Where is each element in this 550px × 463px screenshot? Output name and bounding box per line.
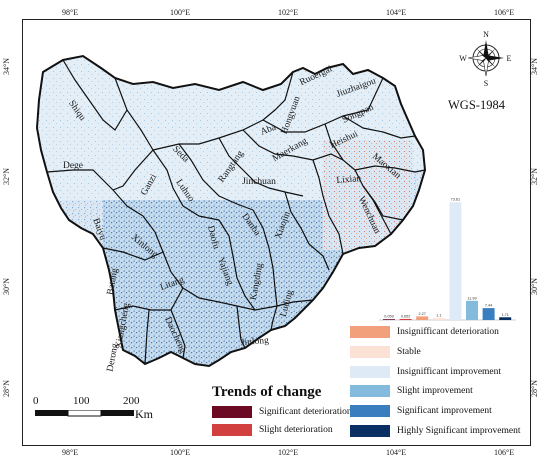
legend-label: Insignifficant improvement [397,367,502,377]
scale-tick-100: 100 [73,395,90,407]
bar-slight-improvement [466,300,478,320]
legend-item-significant-improvement: Significant improvement [350,404,492,418]
bar-insignifficant-improvement [449,202,462,320]
legend-label: Highly Significant improvement [397,426,521,436]
scale-unit-label: Km [135,407,153,421]
legend-item-slight-improvement: Slight improvement [350,384,473,398]
lat-tick-right: 30°N [529,278,539,295]
bar-significant-improvement [482,308,495,320]
bar-slight-deterioration [399,318,412,320]
region-label-jinchuan: Jinchuan [242,177,276,187]
lon-tick-bottom: 106°E [494,448,515,457]
legend-item-significant-deterioration: Significant deterioration [212,405,352,419]
lon-tick-bottom: 104°E [386,448,407,457]
legend-label: Insignifficant deterioration [397,327,499,337]
lat-tick-left: 34°N [1,58,11,75]
map-frame: Shiqu Ruoergai Jiuzhaigou Aba Hongyuan Songpa… [22,19,531,446]
bar-value-label: 1.71 [502,313,509,317]
inset-bar-chart: 0.059 0.652 2.27 1.1 73.61 11.99 7.44 1.71 [379,198,516,321]
county-boundaries [46,59,426,365]
lat-tick-left: 32°N [1,168,11,185]
lon-tick-top: 106°E [494,8,515,17]
lat-tick-left: 28°N [1,380,11,397]
legend-item-slight-deterioration: Slight deterioration [212,423,333,437]
compass-w-label: W [459,54,467,63]
compass-rose: N S E W [459,30,511,88]
bar-value-label: 2.27 [419,312,426,316]
scale-bar-graphic [35,410,134,417]
lon-tick-top: 104°E [386,8,407,17]
legend-swatch [350,366,390,378]
lon-tick-top: 100°E [170,8,191,17]
region-label-derong: Derong [106,343,121,373]
lat-tick-right: 28°N [529,380,539,397]
bar-significant-deterioration [383,319,395,320]
legend-label: Slight deterioration [259,425,333,435]
region-label-lixian: Lixian [336,174,362,186]
bar-value-label: 7.44 [485,304,492,308]
legend-swatch [350,425,390,437]
lon-tick-bottom: 98°E [62,448,79,457]
lat-tick-right: 34°N [529,58,539,75]
legend-swatch [350,385,390,397]
scale-tick-200: 200 [123,395,140,407]
legend-swatch [350,326,390,338]
legend-item-insignificant-deterioration: Insignifficant deterioration [350,325,499,339]
compass-n-label: N [483,30,489,39]
legend-swatch [212,424,252,436]
legend-label: Slight improvement [397,386,473,396]
bar-value-label: 0.652 [401,314,411,318]
legend-label: Stable [397,347,421,357]
region-label-dege: Dege [63,161,83,171]
legend-swatch [350,346,390,358]
legend-title: Trends of change [212,384,322,400]
lon-tick-bottom: 102°E [278,448,299,457]
lon-tick-bottom: 100°E [170,448,191,457]
bar-highly-significant-improvement [499,317,512,320]
scale-tick-0: 0 [33,395,39,407]
legend-label: Significant improvement [397,406,492,416]
legend-item-stable: Stable [350,345,421,359]
legend-item-insignificant-improvement: Insignifficant improvement [350,365,501,379]
lon-tick-top: 98°E [62,8,79,17]
lat-tick-right: 32°N [529,168,539,185]
legend-item-highly-significant-improvement: Highly Significant improvement [350,424,520,438]
compass-e-label: E [507,54,512,63]
bar-insignifficant-deterioration [416,316,429,320]
bar-stable [432,318,445,320]
bar-value-label: 73.61 [451,198,461,202]
region-label-jiulong: Jiulong [240,336,269,348]
bar-value-label: 11.99 [467,296,476,300]
bar-value-label: 1.1 [436,314,441,318]
lat-tick-left: 30°N [1,278,11,295]
bar-value-label: 0.059 [384,315,394,319]
legend-label: Significant deterioration [259,407,352,417]
lon-tick-top: 102°E [278,8,299,17]
compass-s-label: S [484,79,488,88]
legend-swatch [350,405,390,417]
legend-swatch [212,406,252,418]
study-area-boundary [35,54,427,368]
region-label-batang: Batang [106,267,121,295]
crs-label: WGS-1984 [448,98,505,112]
